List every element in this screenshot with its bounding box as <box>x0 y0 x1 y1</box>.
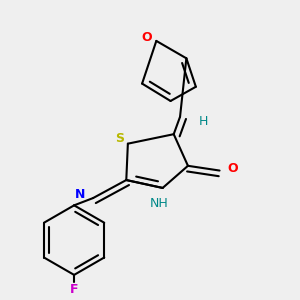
Text: O: O <box>227 163 238 176</box>
Text: N: N <box>75 188 85 201</box>
Text: O: O <box>142 31 152 44</box>
Text: H: H <box>199 115 208 128</box>
Text: NH: NH <box>150 197 169 210</box>
Text: F: F <box>70 283 78 296</box>
Text: S: S <box>116 132 124 146</box>
